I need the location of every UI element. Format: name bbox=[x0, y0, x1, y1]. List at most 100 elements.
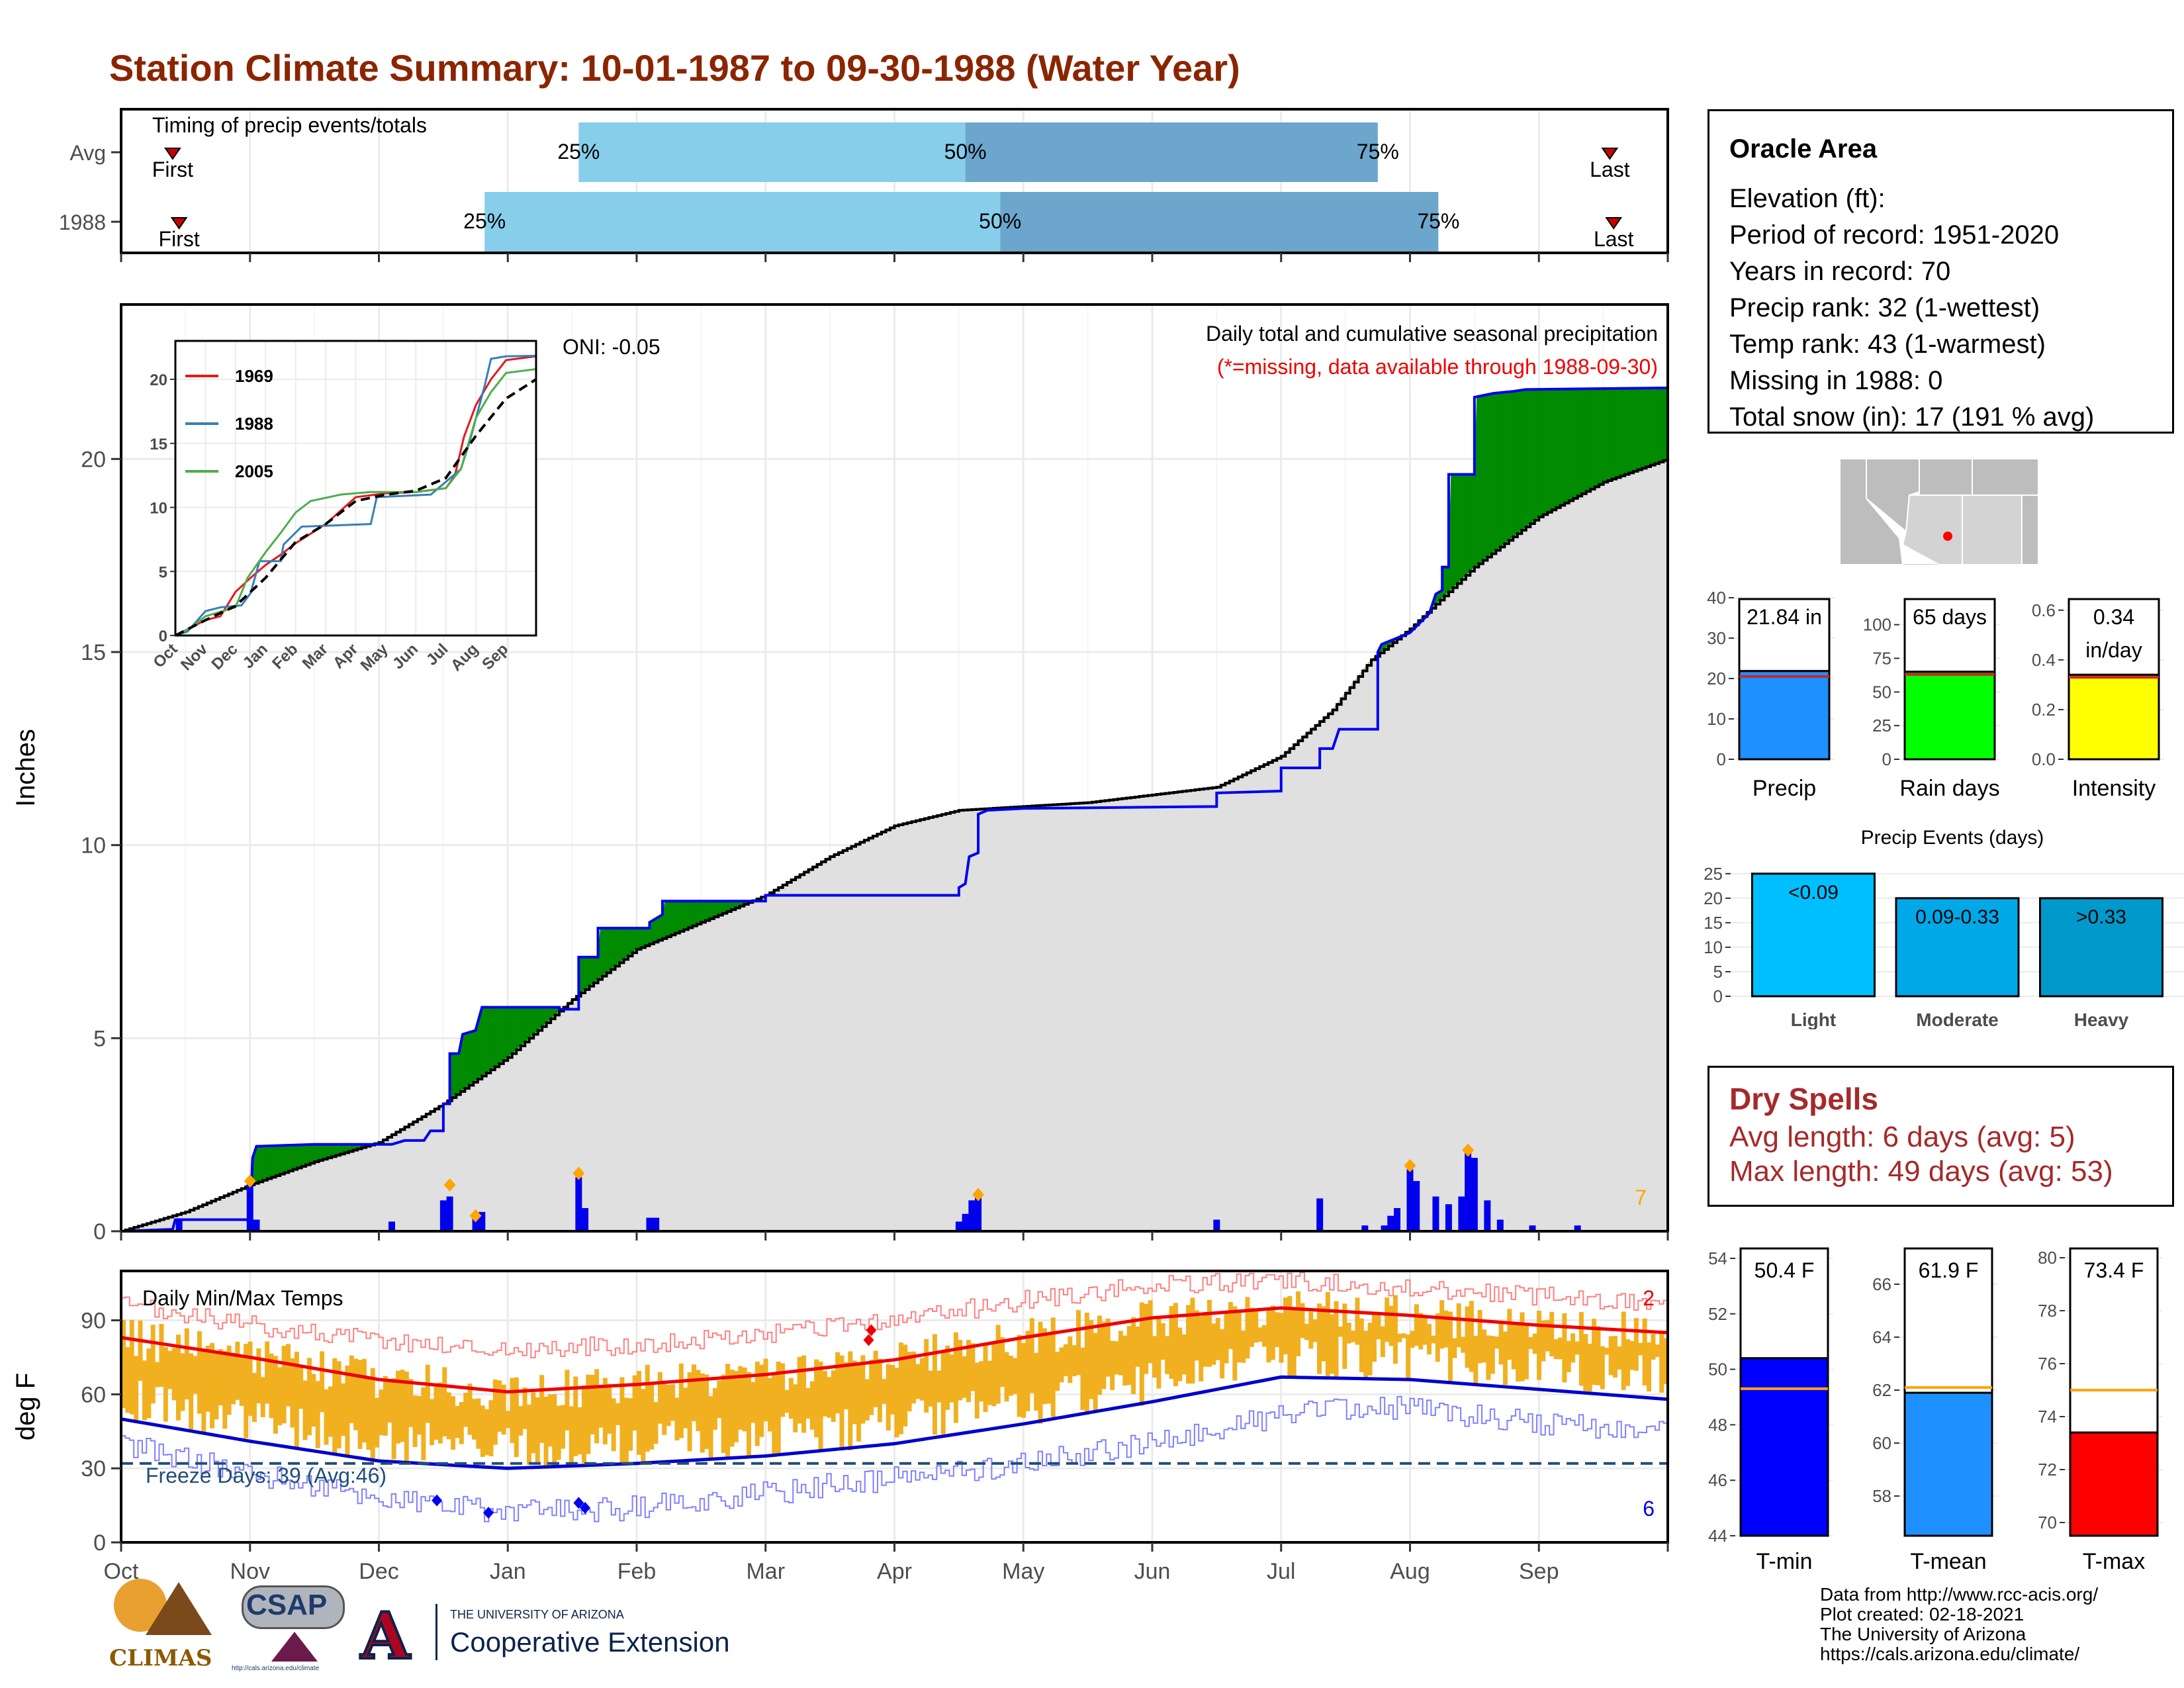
precip-departure-fill bbox=[497, 1007, 501, 1066]
precip-daily-bar bbox=[246, 1181, 253, 1231]
events-title: Precip Events (days) bbox=[1861, 827, 2044, 849]
precip-departure-fill bbox=[1598, 388, 1602, 486]
temp-daily-range bbox=[945, 1345, 950, 1410]
precip-daily-bar bbox=[1484, 1200, 1491, 1231]
precip-departure-fill bbox=[329, 1144, 333, 1158]
temp-daily-range bbox=[674, 1397, 680, 1441]
timing-p75-label: 75% bbox=[1357, 140, 1399, 164]
tempbar-ytick-label: 44 bbox=[1708, 1526, 1727, 1546]
temp-daily-range bbox=[573, 1376, 578, 1456]
temp-daily-range bbox=[623, 1397, 629, 1466]
ua-university: THE UNIVERSITY OF ARIZONA bbox=[450, 1608, 624, 1621]
precip-departure-fill bbox=[641, 927, 645, 948]
temp-daily-range bbox=[159, 1323, 164, 1387]
events-bar-heavy bbox=[2039, 897, 2163, 998]
temp-daily-range bbox=[577, 1407, 582, 1455]
minibar-value: 21.84 in bbox=[1747, 605, 1822, 629]
temp-daily-range bbox=[911, 1351, 917, 1404]
temp-daily-range bbox=[1000, 1337, 1005, 1387]
temp-daily-range bbox=[244, 1344, 249, 1438]
precip-departure-fill bbox=[494, 1007, 498, 1068]
temp-daily-range bbox=[759, 1364, 764, 1437]
precip-departure-fill bbox=[1636, 387, 1640, 471]
temp-daily-range bbox=[1029, 1318, 1034, 1393]
temp-daily-range bbox=[484, 1409, 490, 1456]
precip-departure-fill bbox=[584, 957, 588, 990]
temp-daily-range bbox=[1380, 1326, 1385, 1358]
temp-daily-range bbox=[683, 1387, 688, 1429]
precip-departure-fill bbox=[1564, 389, 1568, 504]
temp-daily-range bbox=[924, 1338, 929, 1413]
temp-daily-range bbox=[336, 1361, 341, 1449]
temp-daily-range bbox=[801, 1355, 807, 1433]
temp-daily-range bbox=[882, 1379, 887, 1404]
precip-departure-fill bbox=[1515, 390, 1519, 536]
tempbar-ytick-label: 66 bbox=[1872, 1274, 1891, 1294]
precip-departure-fill bbox=[1582, 388, 1586, 494]
precip-departure-fill bbox=[1528, 389, 1532, 526]
events-ytick-label: 5 bbox=[1713, 962, 1723, 982]
temp-daily-range bbox=[1592, 1319, 1597, 1385]
inset-legend-label: 1988 bbox=[235, 414, 273, 434]
precip-departure-fill bbox=[486, 1007, 490, 1073]
temp-daily-range bbox=[138, 1320, 143, 1381]
state-california bbox=[1840, 459, 1904, 565]
temp-daily-range bbox=[784, 1389, 790, 1413]
temp-ytick-label: 90 bbox=[81, 1309, 106, 1334]
temp-daily-range bbox=[391, 1378, 396, 1460]
precip-departure-fill bbox=[1508, 391, 1511, 542]
timing-row-label: Avg bbox=[69, 141, 106, 165]
temp-daily-range bbox=[1633, 1318, 1639, 1371]
temp-daily-range bbox=[416, 1395, 422, 1435]
inset-ytick-label: 20 bbox=[150, 371, 167, 389]
climas-wordmark: CLIMAS bbox=[109, 1645, 212, 1671]
temp-daily-range bbox=[1283, 1297, 1288, 1354]
temp-daily-range bbox=[1355, 1297, 1360, 1345]
precip-departure-fill bbox=[273, 1145, 277, 1178]
temp-daily-range bbox=[991, 1343, 997, 1407]
temp-daily-range bbox=[1482, 1329, 1487, 1363]
precip-departure-fill bbox=[1489, 393, 1493, 556]
temp-daily-range bbox=[940, 1351, 946, 1434]
tempbar-ytick-label: 70 bbox=[2038, 1513, 2057, 1532]
minibar-value-unit: in/day bbox=[2085, 638, 2142, 662]
precip-daily-bar bbox=[1213, 1219, 1220, 1231]
csap-wordmark: CSAP bbox=[246, 1589, 328, 1621]
temp-daily-range bbox=[1359, 1318, 1364, 1372]
temp-daily-range bbox=[733, 1371, 739, 1442]
precip-departure-fill bbox=[293, 1145, 297, 1170]
temp-daily-range bbox=[670, 1383, 676, 1421]
temp-daily-range bbox=[1241, 1331, 1246, 1363]
temp-daily-range bbox=[708, 1396, 713, 1460]
temp-daily-range bbox=[864, 1379, 870, 1421]
temp-daily-range bbox=[949, 1354, 954, 1403]
temp-daily-range bbox=[615, 1403, 621, 1425]
precip-departure-fill bbox=[1569, 389, 1573, 501]
temp-daily-range bbox=[193, 1356, 198, 1394]
temp-daily-range bbox=[717, 1380, 722, 1419]
temp-daily-range bbox=[231, 1352, 236, 1405]
temp-daily-range bbox=[514, 1377, 519, 1458]
minibar-name: Rain days bbox=[1899, 776, 1999, 801]
temp-daily-range bbox=[353, 1358, 359, 1430]
temp-daily-range bbox=[1068, 1336, 1073, 1383]
temp-daily-range bbox=[1055, 1352, 1060, 1391]
precip-departure-fill bbox=[518, 1007, 522, 1049]
temp-daily-range bbox=[1414, 1304, 1419, 1346]
timing-bar-late bbox=[965, 122, 1378, 182]
timing-p50-label: 50% bbox=[979, 209, 1021, 233]
temp-daily-range bbox=[856, 1363, 862, 1442]
temp-daily-range bbox=[1486, 1335, 1491, 1380]
tempbar-ytick-label: 46 bbox=[1708, 1470, 1727, 1490]
precip-daily-bar bbox=[253, 1219, 260, 1231]
temp-daily-range bbox=[747, 1372, 752, 1457]
temp-daily-range bbox=[492, 1380, 498, 1445]
precip-departure-fill bbox=[1484, 394, 1488, 560]
temp-record-high-count: 2 bbox=[1643, 1286, 1655, 1310]
precip-departure-fill bbox=[615, 927, 619, 966]
precip-departure-fill bbox=[1652, 387, 1656, 465]
temp-daily-range bbox=[306, 1358, 312, 1436]
temp-daily-range bbox=[1477, 1310, 1482, 1364]
temp-daily-range bbox=[1642, 1318, 1647, 1385]
tempbar-ytick-label: 50 bbox=[1708, 1360, 1727, 1380]
